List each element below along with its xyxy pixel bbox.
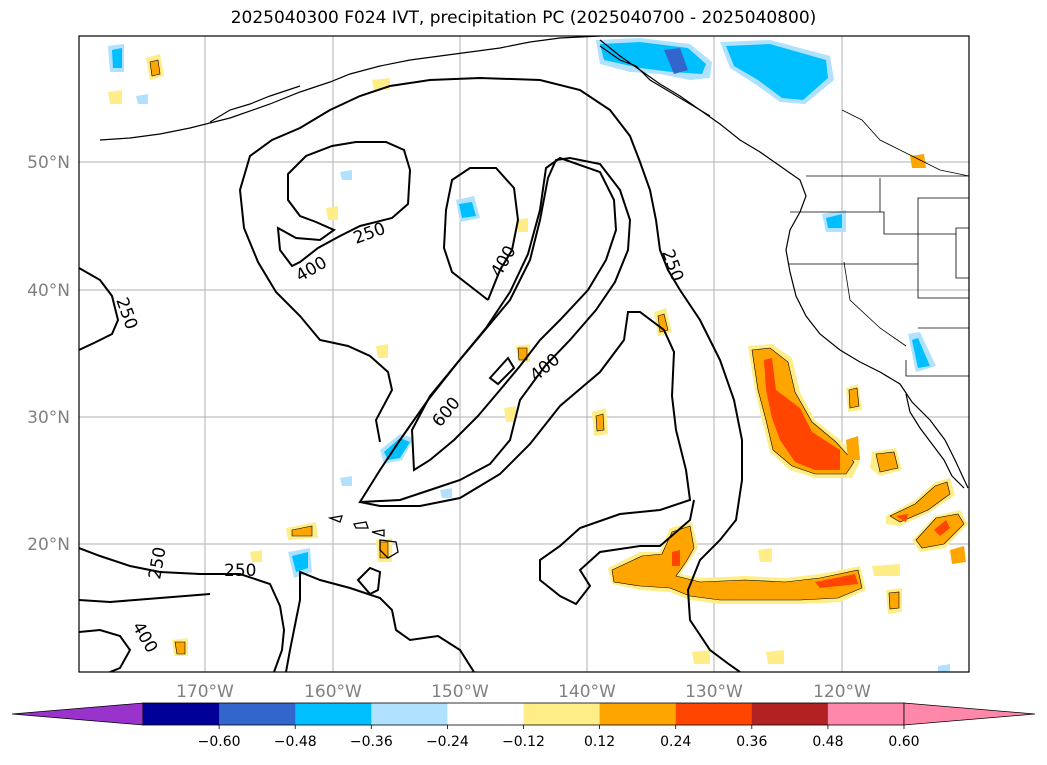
- colorbar-tick-label: −0.60: [198, 734, 241, 750]
- ivt-contour-400-mid: [442, 167, 520, 301]
- colorbar-tick-label: −0.24: [426, 734, 469, 750]
- ivt-contour-250-sw: [79, 547, 286, 672]
- state-borders: [788, 109, 969, 377]
- colorbar-bin: [371, 703, 448, 725]
- lon-label-160w: 160°W: [304, 682, 362, 702]
- ivt-contour-250-north: [238, 76, 743, 672]
- latitude-labels: 50°N 40°N 30°N 20°N: [27, 153, 70, 555]
- colorbar-bin: [143, 703, 220, 725]
- ivt-contour-small: [488, 356, 516, 386]
- precip-south-band: [608, 522, 866, 604]
- lat-label-50n: 50°N: [27, 153, 70, 173]
- colorbar-tick-label: 0.60: [888, 734, 919, 750]
- map-plot-area: [79, 36, 969, 672]
- ivt-contour-small-2: [356, 566, 382, 596]
- colorbar-bin: [751, 703, 829, 725]
- ivt-contour-400-north: [276, 141, 412, 268]
- ivt-contour-250-band: [359, 311, 695, 606]
- colorbar-bin: [219, 703, 296, 725]
- colorbar-tick-label: 0.24: [660, 734, 691, 750]
- colorbar-tick-label: 0.36: [736, 734, 767, 750]
- lon-label-140w: 140°W: [558, 682, 616, 702]
- colorbar-tick-label: −0.48: [274, 734, 317, 750]
- ivt-contour-250-west: [79, 267, 120, 351]
- colorbar-under-arrow: [11, 702, 144, 726]
- lon-label-150w: 150°W: [431, 682, 489, 702]
- ivt-contour-250-inner: [285, 570, 475, 672]
- map-title: 2025040300 F024 IVT, precipitation PC (2…: [230, 8, 817, 28]
- lon-label-120w: 120°W: [813, 682, 871, 702]
- lat-label-40n: 40°N: [27, 281, 70, 301]
- longitude-labels: 170°W 160°W 150°W 140°W 130°W 120°W: [176, 682, 871, 702]
- lon-label-130w: 130°W: [685, 682, 743, 702]
- hawaii-islands: [327, 515, 399, 559]
- colorbar-bin: [599, 703, 677, 725]
- lat-label-30n: 30°N: [27, 408, 70, 428]
- colorbar-tick-label: −0.12: [502, 734, 545, 750]
- ivt-contour-250-far: [79, 593, 211, 604]
- colorbar-tick-label: −0.36: [350, 734, 393, 750]
- precip-pacific-spots: [108, 54, 784, 664]
- precip-negative: [108, 38, 950, 672]
- colorbar: −0.60 −0.48 −0.36 −0.24 −0.12 0.12 0.24 0.36 0.4…: [11, 702, 1036, 750]
- map-frame: [78, 35, 970, 673]
- precip-california: [748, 344, 860, 478]
- colorbar-over-arrow: [903, 702, 1036, 726]
- colorbar-bin: [295, 703, 372, 725]
- contour-label: 250: [224, 561, 256, 581]
- ivt-contours: [79, 76, 743, 672]
- colorbar-bin: [827, 703, 905, 725]
- colorbar-bin: [675, 703, 753, 725]
- lat-label-20n: 20°N: [27, 535, 70, 555]
- ivt-contour-400-band: [358, 156, 632, 504]
- ivt-contour-400-sw: [79, 628, 132, 672]
- lon-label-170w: 170°W: [176, 682, 234, 702]
- colorbar-bin: [523, 703, 601, 725]
- colorbar-tick-label: 0.12: [584, 734, 615, 750]
- precip-mexico-spots: [592, 154, 968, 614]
- colorbar-tick-label: 0.48: [812, 734, 843, 750]
- coastlines: [99, 36, 969, 489]
- gridlines: [79, 36, 969, 672]
- colorbar-bin: [447, 703, 524, 725]
